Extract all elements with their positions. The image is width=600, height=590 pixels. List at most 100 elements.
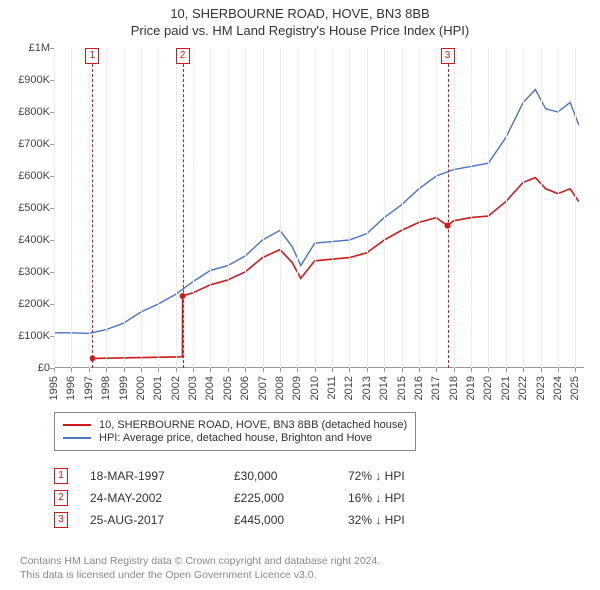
x-tick-label: 1999 <box>118 376 130 400</box>
legend-item: 10, SHERBOURNE ROAD, HOVE, BN3 8BB (deta… <box>63 419 407 431</box>
x-tick <box>193 368 194 372</box>
sale-price: £445,000 <box>234 513 344 527</box>
x-tick <box>506 368 507 372</box>
x-tick-label: 2001 <box>152 376 164 400</box>
x-gridline <box>176 48 177 368</box>
x-tick <box>245 368 246 372</box>
sale-date: 18-MAR-1997 <box>90 469 230 483</box>
sale-price: £225,000 <box>234 491 344 505</box>
x-tick-label: 1995 <box>48 376 60 400</box>
y-tick-label: £400K <box>2 234 50 246</box>
footer-line: Contains HM Land Registry data © Crown c… <box>20 554 380 568</box>
sale-marker-line <box>448 64 449 368</box>
x-tick-label: 1998 <box>100 376 112 400</box>
x-gridline <box>106 48 107 368</box>
x-tick <box>575 368 576 372</box>
x-gridline <box>454 48 455 368</box>
x-tick-label: 1996 <box>65 376 77 400</box>
x-tick <box>558 368 559 372</box>
x-tick <box>315 368 316 372</box>
x-tick <box>106 368 107 372</box>
chart-svg <box>54 48 584 368</box>
y-tick-label: £600K <box>2 170 50 182</box>
footer: Contains HM Land Registry data © Crown c… <box>20 554 380 582</box>
x-tick <box>176 368 177 372</box>
sale-date: 25-AUG-2017 <box>90 513 230 527</box>
hpi-line <box>54 90 579 334</box>
x-gridline <box>523 48 524 368</box>
sales-table: 118-MAR-1997£30,00072% ↓ HPI224-MAY-2002… <box>54 462 478 534</box>
chart: £0£100K£200K£300K£400K£500K£600K£700K£80… <box>54 48 584 368</box>
y-tick-label: £500K <box>2 202 50 214</box>
x-gridline <box>263 48 264 368</box>
x-gridline <box>541 48 542 368</box>
y-tick-label: £900K <box>2 74 50 86</box>
legend-swatch <box>63 424 91 426</box>
x-tick-label: 2020 <box>482 376 494 400</box>
x-tick <box>89 368 90 372</box>
x-tick-label: 2007 <box>257 376 269 400</box>
y-tick-label: £800K <box>2 106 50 118</box>
legend-label: 10, SHERBOURNE ROAD, HOVE, BN3 8BB (deta… <box>99 419 407 431</box>
x-tick-label: 2010 <box>309 376 321 400</box>
x-tick-label: 2005 <box>222 376 234 400</box>
x-gridline <box>54 48 55 368</box>
x-gridline <box>124 48 125 368</box>
x-tick <box>523 368 524 372</box>
x-gridline <box>210 48 211 368</box>
sale-delta: 32% ↓ HPI <box>348 513 478 527</box>
x-tick <box>124 368 125 372</box>
x-gridline <box>228 48 229 368</box>
y-tick-label: £700K <box>2 138 50 150</box>
x-gridline <box>419 48 420 368</box>
x-tick <box>228 368 229 372</box>
sale-index-box: 2 <box>54 490 68 506</box>
x-tick-label: 2024 <box>552 376 564 400</box>
x-gridline <box>280 48 281 368</box>
sale-index-box: 1 <box>54 468 68 484</box>
x-tick-label: 2008 <box>274 376 286 400</box>
x-tick-label: 2012 <box>343 376 355 400</box>
x-tick-label: 2015 <box>396 376 408 400</box>
x-tick-label: 2002 <box>170 376 182 400</box>
x-tick <box>71 368 72 372</box>
sale-marker-line <box>183 64 184 368</box>
x-tick-label: 2021 <box>500 376 512 400</box>
x-tick <box>158 368 159 372</box>
x-tick <box>332 368 333 372</box>
y-tick-label: £1M <box>2 42 50 54</box>
x-gridline <box>402 48 403 368</box>
page-title: 10, SHERBOURNE ROAD, HOVE, BN3 8BB <box>0 6 600 21</box>
x-tick <box>263 368 264 372</box>
x-tick-label: 2006 <box>239 376 251 400</box>
x-gridline <box>384 48 385 368</box>
x-tick-label: 2009 <box>291 376 303 400</box>
x-tick <box>419 368 420 372</box>
x-gridline <box>506 48 507 368</box>
sale-row: 2 24-MAY-2002 £225,000 16% ↓ HPI <box>54 490 478 506</box>
footer-line: This data is licensed under the Open Gov… <box>20 568 380 582</box>
x-tick-label: 2016 <box>413 376 425 400</box>
x-tick <box>436 368 437 372</box>
x-tick-label: 2023 <box>535 376 547 400</box>
y-tick-label: £200K <box>2 298 50 310</box>
x-tick-label: 2004 <box>204 376 216 400</box>
x-gridline <box>471 48 472 368</box>
sale-marker-box: 1 <box>85 48 99 64</box>
x-gridline <box>575 48 576 368</box>
sale-delta: 16% ↓ HPI <box>348 491 478 505</box>
x-gridline <box>332 48 333 368</box>
x-tick <box>349 368 350 372</box>
x-tick <box>541 368 542 372</box>
x-gridline <box>141 48 142 368</box>
x-tick <box>280 368 281 372</box>
x-gridline <box>71 48 72 368</box>
sale-marker-box: 2 <box>176 48 190 64</box>
x-gridline <box>297 48 298 368</box>
sale-date: 24-MAY-2002 <box>90 491 230 505</box>
x-gridline <box>488 48 489 368</box>
sale-index-box: 3 <box>54 512 68 528</box>
x-tick <box>402 368 403 372</box>
x-tick-label: 2000 <box>135 376 147 400</box>
x-gridline <box>193 48 194 368</box>
